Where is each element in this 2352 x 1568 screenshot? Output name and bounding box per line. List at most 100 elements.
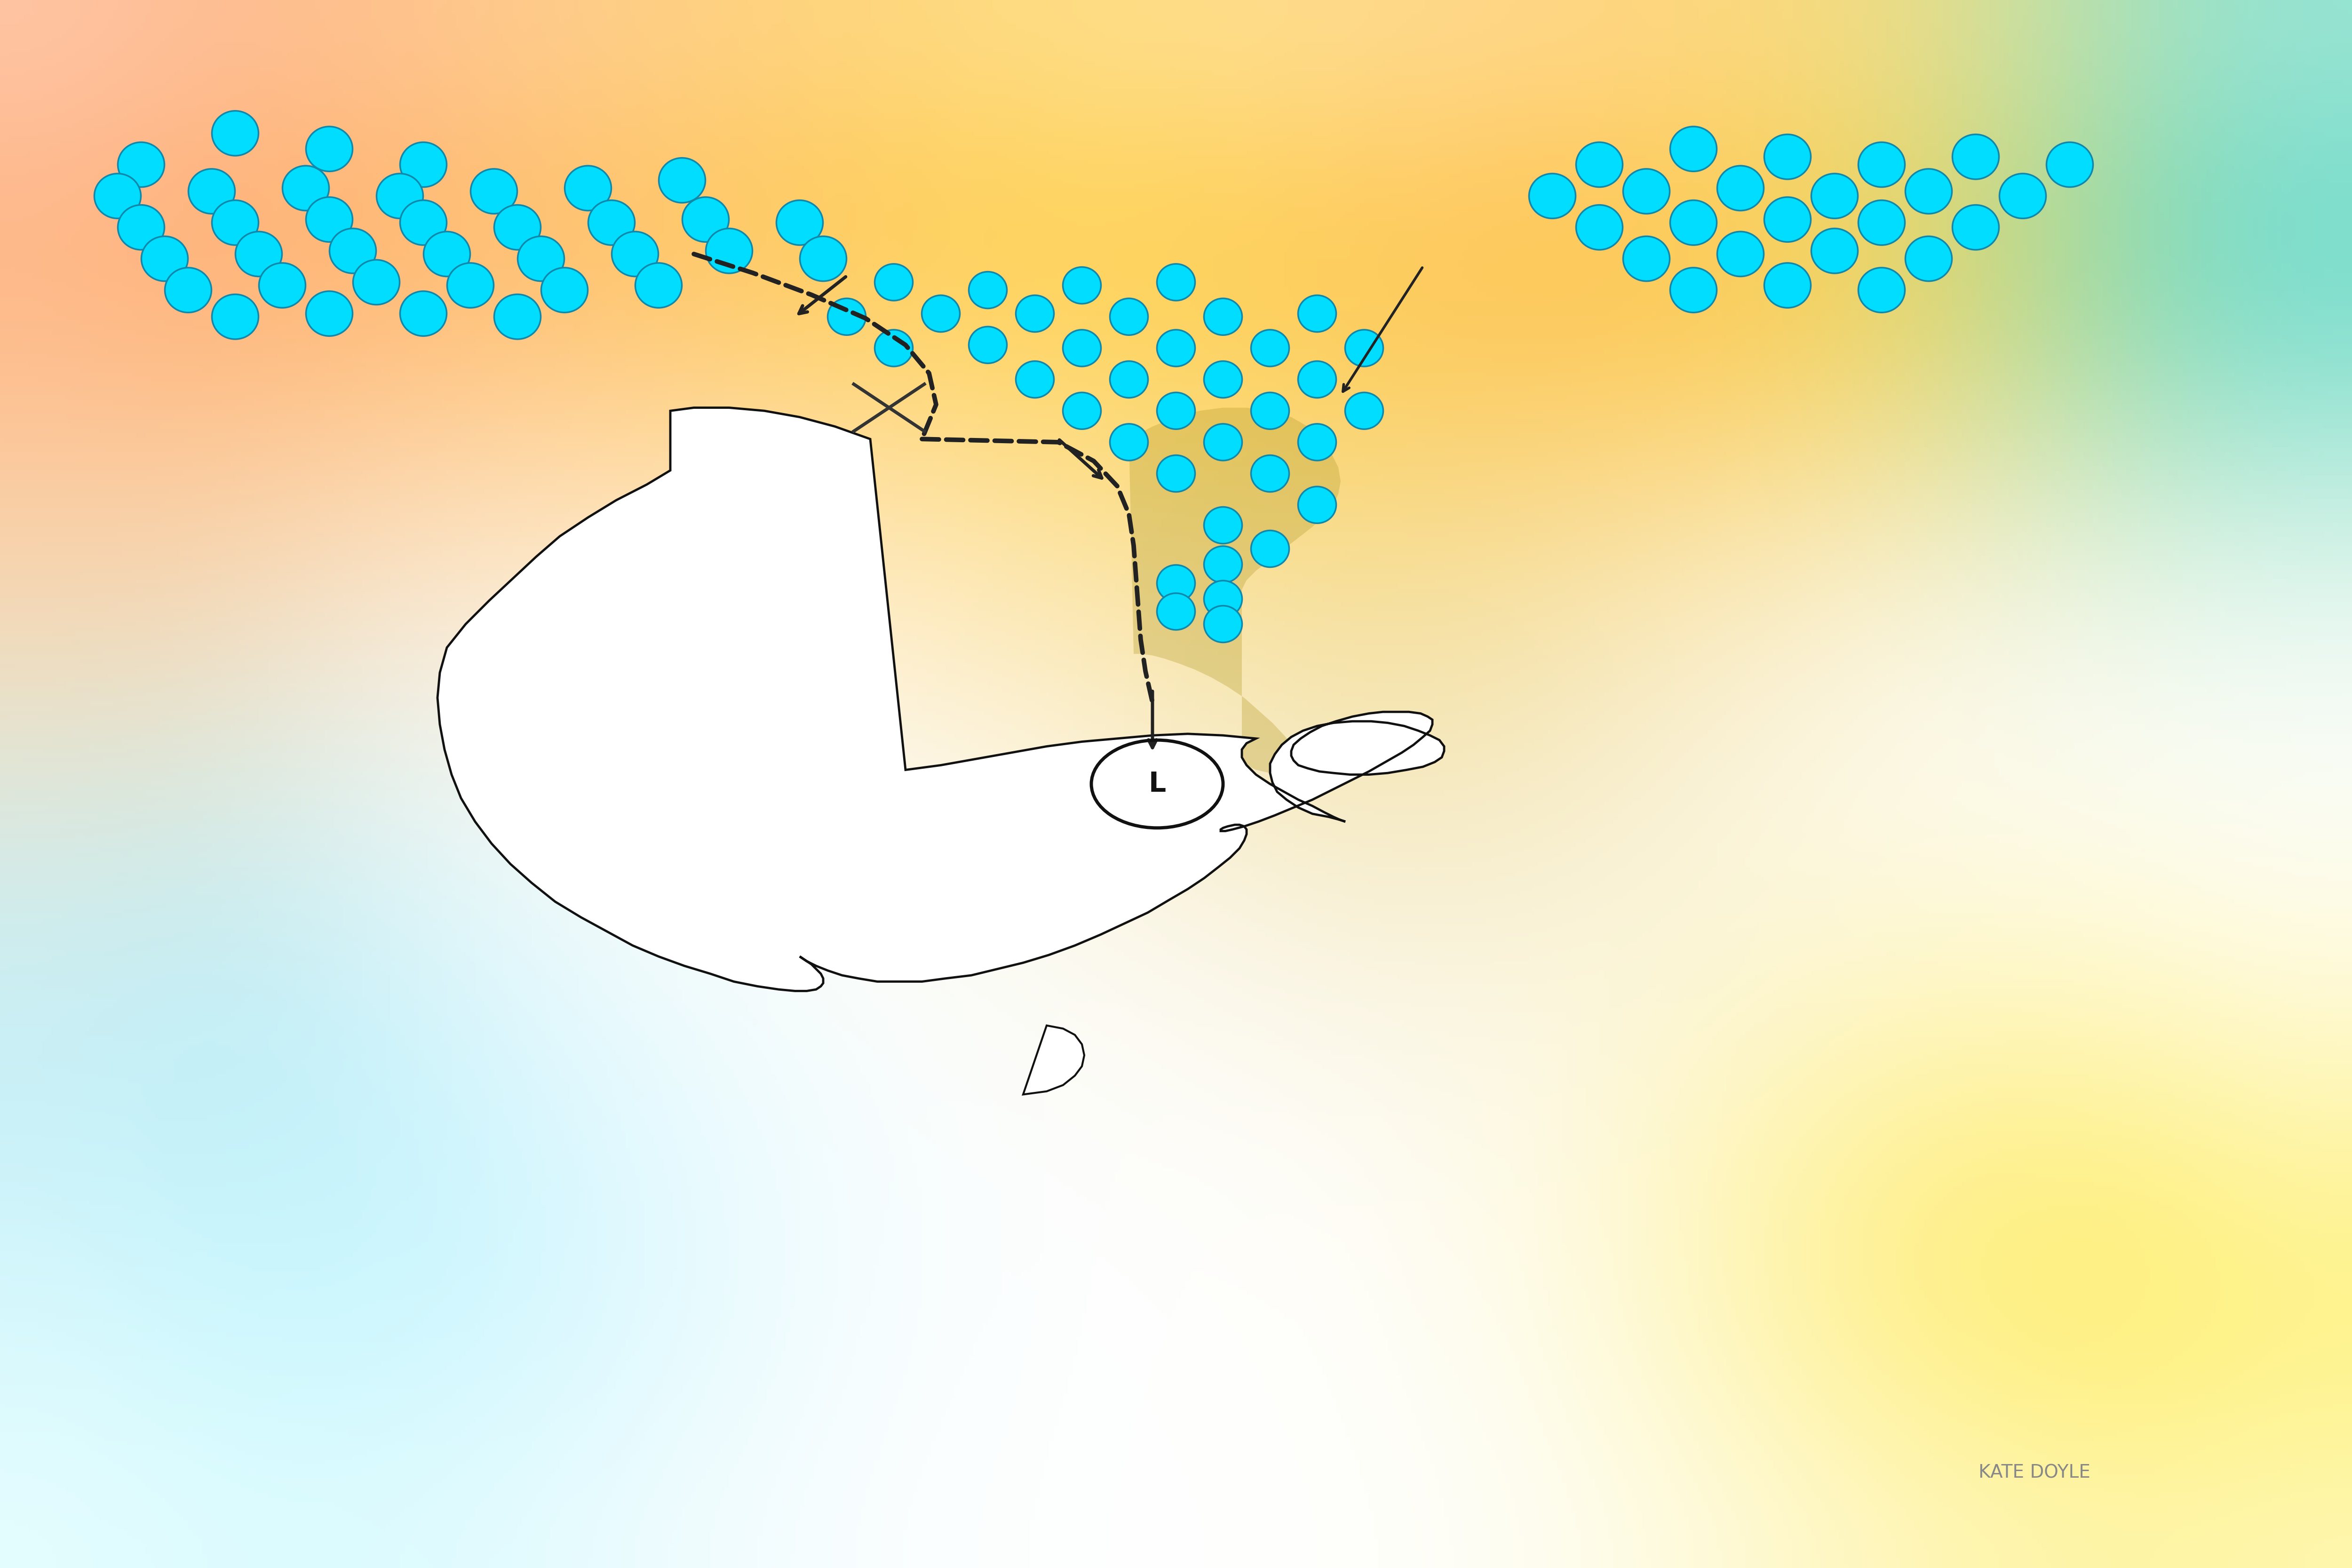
- Ellipse shape: [1999, 174, 2046, 218]
- Ellipse shape: [1157, 593, 1195, 630]
- Ellipse shape: [969, 271, 1007, 309]
- Ellipse shape: [259, 263, 306, 307]
- Ellipse shape: [1623, 237, 1670, 281]
- Ellipse shape: [212, 201, 259, 245]
- Ellipse shape: [1251, 530, 1289, 568]
- Ellipse shape: [1298, 486, 1336, 524]
- Ellipse shape: [1110, 298, 1148, 336]
- Ellipse shape: [212, 295, 259, 339]
- Ellipse shape: [1576, 143, 1623, 187]
- Ellipse shape: [1204, 580, 1242, 618]
- Ellipse shape: [118, 205, 165, 249]
- Ellipse shape: [1157, 564, 1195, 602]
- Ellipse shape: [1298, 295, 1336, 332]
- Text: L: L: [1148, 770, 1167, 798]
- Ellipse shape: [1905, 169, 1952, 213]
- Ellipse shape: [1016, 361, 1054, 398]
- Ellipse shape: [447, 263, 494, 307]
- Ellipse shape: [400, 143, 447, 187]
- Ellipse shape: [706, 229, 753, 273]
- Ellipse shape: [494, 295, 541, 339]
- Ellipse shape: [682, 198, 729, 241]
- Polygon shape: [1023, 1025, 1084, 1094]
- Ellipse shape: [1204, 361, 1242, 398]
- Ellipse shape: [1811, 174, 1858, 218]
- Ellipse shape: [659, 158, 706, 202]
- Ellipse shape: [376, 174, 423, 218]
- Ellipse shape: [1905, 237, 1952, 281]
- Ellipse shape: [470, 169, 517, 213]
- Ellipse shape: [1811, 229, 1858, 273]
- Ellipse shape: [494, 205, 541, 249]
- Ellipse shape: [165, 268, 212, 312]
- Ellipse shape: [1298, 423, 1336, 461]
- Ellipse shape: [1952, 135, 1999, 179]
- Ellipse shape: [1858, 143, 1905, 187]
- Ellipse shape: [306, 198, 353, 241]
- Ellipse shape: [212, 111, 259, 155]
- Ellipse shape: [1063, 329, 1101, 367]
- Ellipse shape: [1670, 127, 1717, 171]
- Ellipse shape: [1204, 423, 1242, 461]
- Ellipse shape: [306, 292, 353, 336]
- Ellipse shape: [612, 232, 659, 276]
- Ellipse shape: [969, 326, 1007, 364]
- Ellipse shape: [1576, 205, 1623, 249]
- Ellipse shape: [1623, 169, 1670, 213]
- Ellipse shape: [828, 298, 866, 336]
- Ellipse shape: [1157, 329, 1195, 367]
- Ellipse shape: [423, 232, 470, 276]
- Ellipse shape: [1204, 546, 1242, 583]
- Ellipse shape: [1251, 392, 1289, 430]
- Ellipse shape: [588, 201, 635, 245]
- Ellipse shape: [1251, 455, 1289, 492]
- Ellipse shape: [400, 201, 447, 245]
- Ellipse shape: [1764, 263, 1811, 307]
- Ellipse shape: [776, 201, 823, 245]
- Ellipse shape: [1157, 455, 1195, 492]
- Ellipse shape: [235, 232, 282, 276]
- Ellipse shape: [1110, 423, 1148, 461]
- Ellipse shape: [1764, 135, 1811, 179]
- Ellipse shape: [118, 143, 165, 187]
- Ellipse shape: [1670, 201, 1717, 245]
- Ellipse shape: [1717, 166, 1764, 210]
- Ellipse shape: [306, 127, 353, 171]
- Ellipse shape: [1063, 392, 1101, 430]
- Ellipse shape: [875, 263, 913, 301]
- Ellipse shape: [1858, 201, 1905, 245]
- Ellipse shape: [1251, 329, 1289, 367]
- Ellipse shape: [564, 166, 612, 210]
- Ellipse shape: [1204, 506, 1242, 544]
- Polygon shape: [1129, 408, 1341, 775]
- Ellipse shape: [1016, 295, 1054, 332]
- Ellipse shape: [922, 295, 960, 332]
- Ellipse shape: [1157, 263, 1195, 301]
- Ellipse shape: [1717, 232, 1764, 276]
- Ellipse shape: [1298, 361, 1336, 398]
- Ellipse shape: [1345, 329, 1383, 367]
- Ellipse shape: [1764, 198, 1811, 241]
- Ellipse shape: [635, 263, 682, 307]
- Ellipse shape: [2046, 143, 2093, 187]
- Ellipse shape: [400, 292, 447, 336]
- Text: KATE DOYLE: KATE DOYLE: [1978, 1465, 2091, 1482]
- Ellipse shape: [141, 237, 188, 281]
- Ellipse shape: [1157, 392, 1195, 430]
- Ellipse shape: [541, 268, 588, 312]
- Ellipse shape: [1110, 361, 1148, 398]
- Ellipse shape: [329, 229, 376, 273]
- Ellipse shape: [800, 237, 847, 281]
- Ellipse shape: [1529, 174, 1576, 218]
- Ellipse shape: [1345, 392, 1383, 430]
- Ellipse shape: [517, 237, 564, 281]
- Ellipse shape: [353, 260, 400, 304]
- Ellipse shape: [1204, 605, 1242, 643]
- Polygon shape: [437, 408, 1444, 991]
- Ellipse shape: [1858, 268, 1905, 312]
- Ellipse shape: [875, 329, 913, 367]
- Ellipse shape: [188, 169, 235, 213]
- Ellipse shape: [1952, 205, 1999, 249]
- Ellipse shape: [282, 166, 329, 210]
- Ellipse shape: [1204, 298, 1242, 336]
